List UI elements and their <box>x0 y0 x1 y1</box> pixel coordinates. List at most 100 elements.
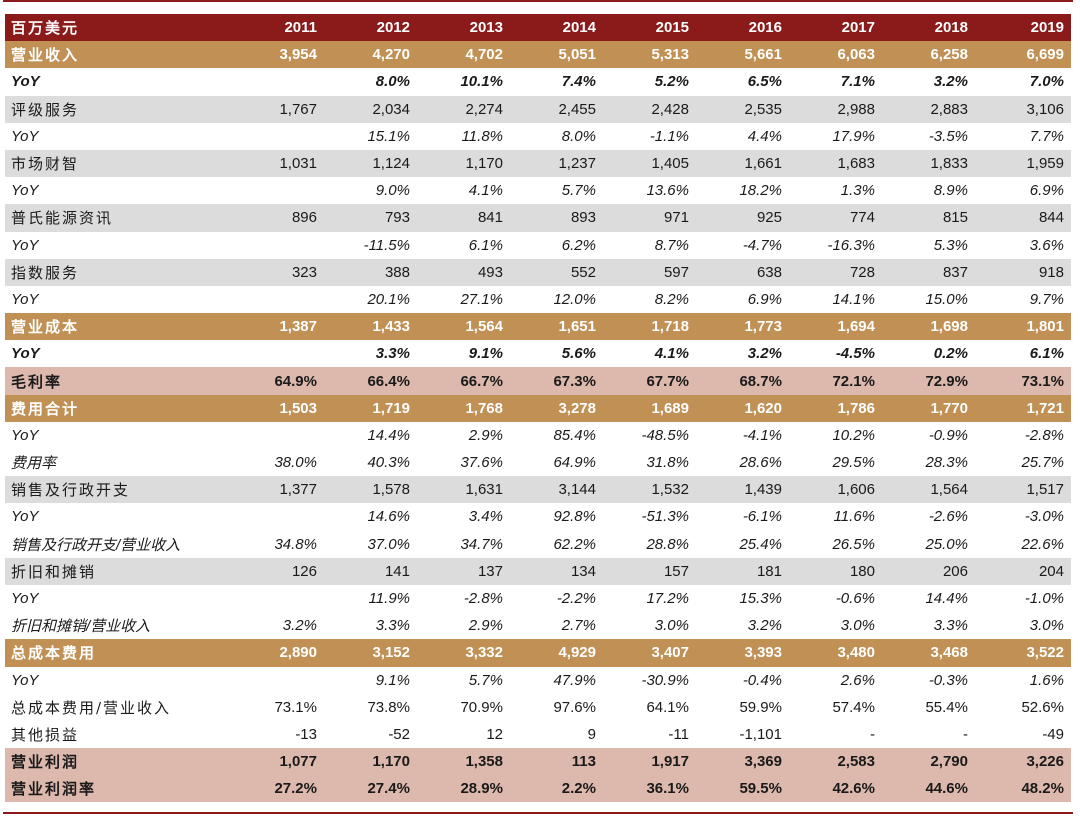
row-label: 营业利润 <box>5 748 231 776</box>
year-header: 2011 <box>231 14 324 42</box>
table-cell: 4.1% <box>417 177 510 205</box>
table-row: 毛利率 64.9% 66.4% 66.7% 67.3% 67.7% 68.7% 72.1% 72… <box>5 367 1071 395</box>
table-cell: 52.6% <box>975 693 1071 721</box>
table-cell: 1.3% <box>789 177 882 205</box>
table-cell: -30.9% <box>603 666 696 694</box>
table-cell: -0.3% <box>882 666 975 694</box>
table-cell: 18.2% <box>696 177 789 205</box>
table-cell: 92.8% <box>510 503 603 531</box>
table-cell: -11.5% <box>324 231 417 259</box>
table-cell: 181 <box>696 557 789 585</box>
table-cell: 5,313 <box>603 41 696 69</box>
table-cell: 1,503 <box>231 394 324 422</box>
table-cell: 3,226 <box>975 748 1071 776</box>
table-cell: 3.0% <box>603 612 696 640</box>
table-cell: 27.4% <box>324 775 417 803</box>
table-cell: 1,631 <box>417 476 510 504</box>
table-cell: 47.9% <box>510 666 603 694</box>
table-cell: 11.9% <box>324 584 417 613</box>
table-cell: 28.9% <box>417 775 510 803</box>
table-cell: -2.2% <box>510 584 603 613</box>
table-cell: 1,564 <box>417 313 510 341</box>
table-cell: -3.5% <box>882 122 975 150</box>
table-cell: 6.9% <box>696 285 789 314</box>
table-cell: 2.7% <box>510 612 603 640</box>
table-cell: 28.3% <box>882 449 975 477</box>
table-cell: 1,801 <box>975 313 1071 341</box>
table-cell: 15.3% <box>696 584 789 613</box>
table-cell: -0.6% <box>789 584 882 613</box>
table-cell: 1,661 <box>696 149 789 178</box>
table-cell: 70.9% <box>417 693 510 721</box>
table-cell: 1,031 <box>231 149 324 178</box>
table-cell: 72.9% <box>882 367 975 395</box>
table-cell: 44.6% <box>882 775 975 803</box>
row-label: 折旧和摊销/营业收入 <box>5 612 231 640</box>
table-row: 费用合计 1,503 1,719 1,768 3,278 1,689 1,620 1,786 1… <box>5 394 1071 422</box>
table-cell: 59.5% <box>696 775 789 803</box>
table-cell: 3,106 <box>975 95 1071 123</box>
table-cell: 48.2% <box>975 775 1071 803</box>
row-label: YoY <box>5 68 231 96</box>
year-header: 2014 <box>510 14 603 42</box>
table-cell: 13.6% <box>603 177 696 205</box>
table-cell: 2,790 <box>882 748 975 776</box>
table-cell: 1,768 <box>417 394 510 422</box>
table-cell: 73.1% <box>231 693 324 721</box>
table-cell: 841 <box>417 204 510 232</box>
table-cell: 113 <box>510 748 603 776</box>
table-cell: 28.6% <box>696 449 789 477</box>
table-cell: 14.1% <box>789 285 882 314</box>
row-label: YoY <box>5 421 231 449</box>
table-cell: -4.7% <box>696 231 789 259</box>
table-cell: 34.7% <box>417 530 510 558</box>
table-cell: 31.8% <box>603 449 696 477</box>
table-row: YoY -11.5% 6.1% 6.2% 8.7% -4.7% -16.3% 5.3% 3.6% <box>5 231 1071 259</box>
table-cell: - <box>789 720 882 749</box>
table-row: 其他损益 -13 -52 12 9 -11 -1,101- - -49 <box>5 720 1071 749</box>
table-cell: 3.0% <box>789 612 882 640</box>
table-cell: 728 <box>789 258 882 286</box>
table-cell: 896 <box>231 204 324 232</box>
table-cell: 72.1% <box>789 367 882 395</box>
row-label: YoY <box>5 285 231 314</box>
table-cell: 62.2% <box>510 530 603 558</box>
table-cell: 1,578 <box>324 476 417 504</box>
row-label: YoY <box>5 340 231 368</box>
table-cell: 0.2% <box>882 340 975 368</box>
table-cell: 6.9% <box>975 177 1071 205</box>
table-row: YoY 14.4% 2.9% 85.4% -48.5% -4.1% 10.2% -0.9% -2… <box>5 421 1071 449</box>
table-cell: 157 <box>603 557 696 585</box>
table-cell: 67.3% <box>510 367 603 395</box>
row-label: YoY <box>5 122 231 150</box>
table-cell: 20.1% <box>324 285 417 314</box>
table-cell: 837 <box>882 258 975 286</box>
table-cell: 6.1% <box>417 231 510 259</box>
table-row: 市场财智 1,031 1,124 1,170 1,237 1,405 1,661 1,683 1… <box>5 149 1071 178</box>
table-cell: 8.0% <box>324 68 417 96</box>
table-cell: 3.2% <box>696 612 789 640</box>
table-row: YoY 8.0% 10.1% 7.4% 5.2% 6.5% 7.1% 3.2% 7.0% <box>5 68 1071 96</box>
table-cell: -1.0% <box>975 584 1071 613</box>
table-cell: 17.2% <box>603 584 696 613</box>
table-cell: 66.7% <box>417 367 510 395</box>
financial-table: 百万美元 2011 2012 2013 2014 2015 2016 2017 2018 201… <box>5 14 1071 803</box>
table-cell: 3.0% <box>975 612 1071 640</box>
table-row: 销售及行政开支 1,377 1,578 1,631 3,144 1,532 1,439 1,6… <box>5 476 1071 504</box>
table-cell: 815 <box>882 204 975 232</box>
table-cell: 57.4% <box>789 693 882 721</box>
table-cell: -0.9% <box>882 421 975 449</box>
table-cell: 971 <box>603 204 696 232</box>
table-cell: 2,883 <box>882 95 975 123</box>
table-row: 折旧和摊销/营业收入 3.2% 3.3% 2.9% 2.7% 3.0% 3.2% 3.0% 3.… <box>5 612 1071 640</box>
table-cell: 844 <box>975 204 1071 232</box>
row-label: 普氏能源资讯 <box>5 204 231 232</box>
table-cell: 2,034 <box>324 95 417 123</box>
table-cell: 3,144 <box>510 476 603 504</box>
table-cell: -2.6% <box>882 503 975 531</box>
row-label: 营业收入 <box>5 41 231 69</box>
table-row: 费用率 38.0% 40.3% 37.6% 64.9% 31.8% 28.6% 29.5% 28… <box>5 449 1071 477</box>
table-cell: -6.1% <box>696 503 789 531</box>
table-cell: 1,124 <box>324 149 417 178</box>
table-cell: 9 <box>510 720 603 749</box>
